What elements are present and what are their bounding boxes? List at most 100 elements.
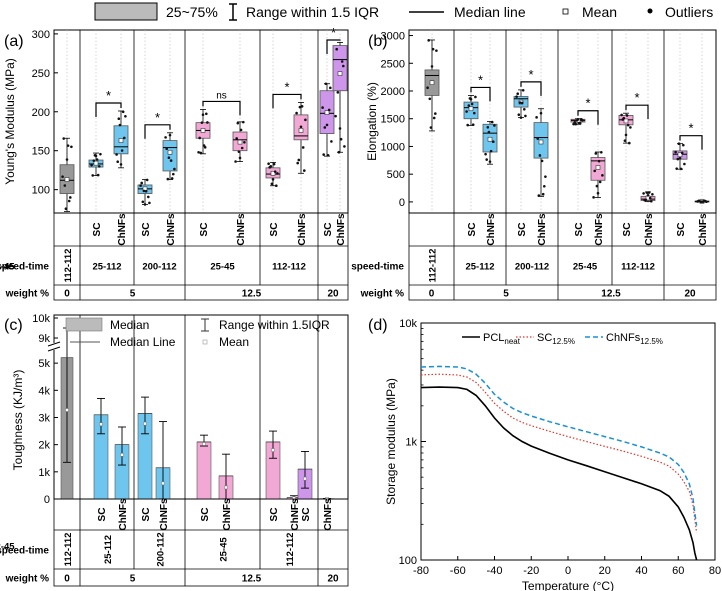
data-point	[62, 137, 65, 140]
data-point	[139, 184, 142, 187]
y-tick-label: 1000	[381, 141, 405, 153]
sample-label: SC	[301, 508, 312, 522]
legend-range-icon	[229, 3, 237, 21]
data-point	[168, 133, 172, 137]
data-point	[578, 122, 582, 125]
box-mean	[237, 139, 243, 145]
data-point	[674, 150, 677, 154]
data-point	[269, 165, 273, 168]
weight-value: 0	[64, 574, 70, 585]
significance-bracket	[470, 86, 491, 102]
data-point	[64, 207, 68, 211]
data-point	[329, 86, 332, 90]
data-point	[675, 167, 678, 170]
speed-time-value: 25-112	[92, 262, 121, 273]
data-point	[622, 116, 626, 120]
data-point	[489, 149, 493, 153]
data-point	[516, 92, 519, 96]
data-point	[237, 150, 241, 153]
legend-mean-swatch	[562, 8, 569, 15]
speed-time-row-label: speed-time	[0, 262, 49, 273]
legend-series-name: SC	[537, 332, 552, 344]
x-tick-label: -40	[487, 565, 503, 577]
legend-median-swatch	[65, 317, 103, 332]
data-point	[142, 189, 146, 193]
data-point	[626, 123, 630, 127]
significance-label: *	[155, 110, 160, 125]
significance-label: *	[528, 67, 533, 82]
weight-value: 20	[327, 574, 339, 585]
box-mean	[324, 110, 330, 115]
legend-outliers-label: Outliers	[665, 4, 713, 20]
table-frame	[408, 212, 717, 301]
data-point	[334, 114, 337, 118]
speed-time-value: 112-45	[0, 542, 15, 553]
data-point	[170, 177, 174, 180]
data-point	[646, 193, 650, 197]
weight-value: 5	[130, 289, 136, 300]
sample-label: ChNFs	[166, 213, 177, 246]
y-tick-label: 2000	[381, 86, 405, 98]
data-point	[601, 174, 604, 177]
weight-value: 20	[684, 289, 696, 300]
series-line	[420, 365, 698, 526]
sample-label: SC	[622, 223, 633, 237]
data-point	[115, 153, 118, 156]
data-point	[238, 156, 242, 160]
y-tick-label: 200	[32, 107, 50, 119]
data-point	[645, 191, 649, 194]
data-point	[339, 137, 343, 141]
data-point	[677, 142, 681, 145]
data-point	[435, 49, 438, 52]
significance-label: *	[284, 79, 289, 94]
sample-label: ChNFs	[297, 213, 308, 246]
data-point	[327, 108, 331, 112]
significance-label: *	[688, 121, 693, 136]
data-point	[121, 110, 125, 114]
data-point	[116, 160, 119, 163]
significance-label: ns	[216, 90, 227, 101]
data-point	[428, 97, 432, 101]
significance-bracket	[144, 124, 171, 139]
y-tick-label: 150	[32, 146, 50, 158]
significance-label: *	[634, 90, 639, 105]
box-mean	[538, 139, 544, 145]
sample-label: ChNFs	[698, 213, 709, 246]
data-point	[539, 111, 543, 115]
data-point	[581, 119, 584, 122]
data-point	[430, 65, 434, 68]
speed-time-row-label: speed-time	[351, 262, 404, 273]
data-point	[648, 196, 652, 200]
weight-value: 0	[429, 289, 435, 300]
data-point	[651, 193, 654, 196]
data-point	[147, 195, 150, 199]
data-point	[537, 194, 541, 197]
weight-row-label: weight %	[5, 574, 49, 585]
data-point	[473, 111, 476, 115]
weight-value: 12.5	[242, 574, 262, 585]
data-point	[596, 191, 600, 195]
y-tick-label: 100	[32, 185, 50, 197]
data-point	[239, 128, 243, 132]
data-point	[485, 158, 489, 161]
legend-range-label: Range within 1.5 IQR	[246, 4, 379, 20]
weight-row-label: weight %	[5, 289, 49, 300]
data-point	[429, 126, 433, 129]
top-legend: 25~75% Range within 1.5 IQR Median line …	[94, 2, 713, 21]
data-point	[644, 198, 648, 202]
speed-time-value: 112-112	[63, 249, 74, 283]
sample-label: SC	[517, 223, 528, 237]
data-point	[118, 123, 122, 127]
speed-time-value: 200-112	[156, 532, 167, 566]
data-point	[434, 112, 437, 115]
data-point	[172, 172, 175, 176]
data-point	[650, 199, 653, 203]
data-point	[340, 60, 344, 63]
legend-series-label: SC12.5%	[537, 332, 575, 346]
speed-time-value: 25-45	[210, 262, 235, 273]
speed-time-value: 25-112	[465, 262, 494, 273]
speed-time-value: 25-112	[103, 535, 114, 564]
panel-d-storage-modulus: (d) -80 -60 -40 -20 0 20 40 60 80 100 1k 10k Temperat…	[368, 317, 721, 591]
x-tick-label: 40	[635, 565, 647, 577]
y-tick-label: 1k	[38, 467, 50, 479]
